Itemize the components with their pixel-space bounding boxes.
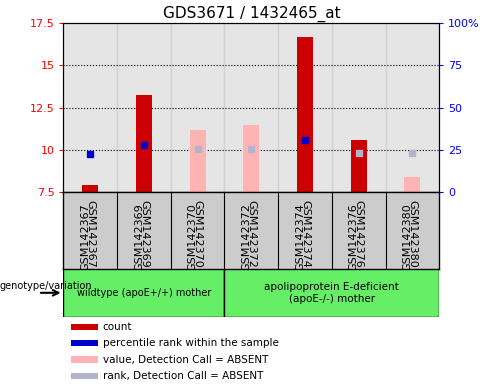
Bar [278, 23, 332, 192]
Bar [82, 185, 99, 192]
Bar [71, 373, 98, 379]
Bar [386, 23, 439, 192]
Bar [404, 177, 421, 192]
Bar [224, 269, 439, 317]
Bar [332, 23, 386, 192]
Bar [71, 356, 98, 362]
Bar [243, 125, 260, 192]
Text: apolipoprotein E-deficient
(apoE-/-) mother: apolipoprotein E-deficient (apoE-/-) mot… [264, 282, 399, 304]
Text: GSM142369: GSM142369 [134, 204, 144, 271]
Text: GSM142367: GSM142367 [85, 200, 95, 267]
Bar [189, 130, 206, 192]
Text: GSM142376: GSM142376 [349, 204, 359, 271]
Text: wildtype (apoE+/+) mother: wildtype (apoE+/+) mother [77, 288, 211, 298]
Text: GSM142380: GSM142380 [403, 204, 412, 271]
Bar [350, 140, 366, 192]
Bar [117, 23, 171, 192]
Text: GSM142370: GSM142370 [193, 200, 203, 267]
Text: genotype/variation: genotype/variation [0, 281, 93, 291]
Bar [171, 23, 224, 192]
Bar [71, 324, 98, 330]
Text: percentile rank within the sample: percentile rank within the sample [102, 338, 278, 348]
Text: GSM142372: GSM142372 [246, 200, 256, 268]
Text: GSM142369: GSM142369 [139, 200, 149, 267]
Text: GSM142370: GSM142370 [188, 204, 198, 271]
Text: count: count [102, 322, 132, 332]
Text: GSM142374: GSM142374 [300, 200, 310, 268]
Text: value, Detection Call = ABSENT: value, Detection Call = ABSENT [102, 354, 268, 364]
Title: GDS3671 / 1432465_at: GDS3671 / 1432465_at [163, 5, 340, 22]
Bar [297, 36, 313, 192]
Text: GSM142374: GSM142374 [295, 204, 305, 271]
Bar [63, 269, 224, 317]
Text: rank, Detection Call = ABSENT: rank, Detection Call = ABSENT [102, 371, 263, 381]
Text: GSM142367: GSM142367 [81, 204, 90, 271]
Text: GSM142376: GSM142376 [354, 200, 364, 267]
Text: GSM142380: GSM142380 [407, 200, 417, 267]
Bar [71, 340, 98, 346]
Text: GSM142372: GSM142372 [242, 204, 251, 271]
Bar [63, 23, 117, 192]
Bar [136, 95, 152, 192]
Bar [224, 23, 278, 192]
